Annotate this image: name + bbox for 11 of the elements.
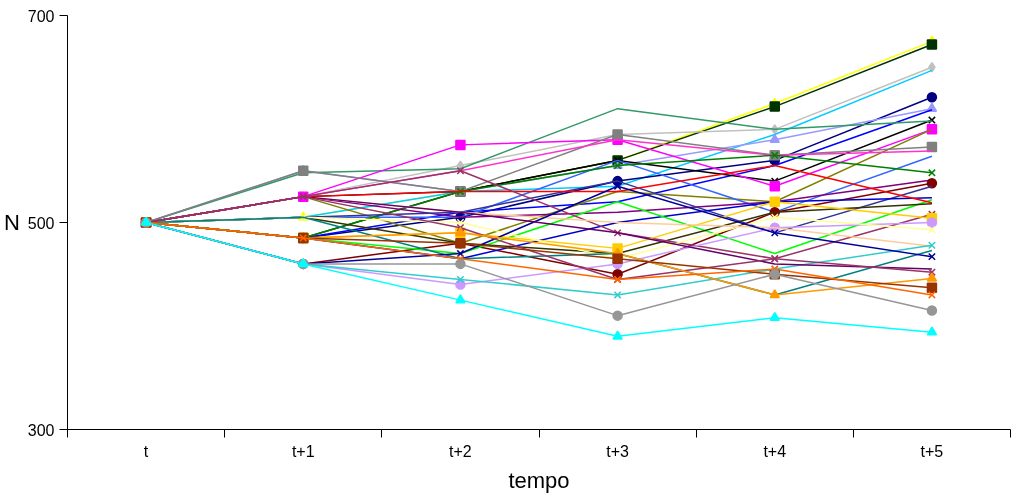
x-tick-label: t+1 [291, 442, 315, 460]
x-tick-label: t [143, 442, 149, 460]
x-tick-label: t+5 [920, 442, 944, 460]
x-tick-label: t+3 [606, 442, 630, 460]
x-tick-label: t+2 [449, 442, 472, 460]
x-tick-label: t+4 [763, 442, 787, 460]
x-axis-title: tempo [508, 467, 570, 493]
y-tick-label: 700 [27, 7, 55, 25]
y-tick-label: 500 [27, 214, 55, 232]
y-tick-label: 300 [27, 421, 55, 439]
y-axis-title: N [3, 210, 20, 235]
